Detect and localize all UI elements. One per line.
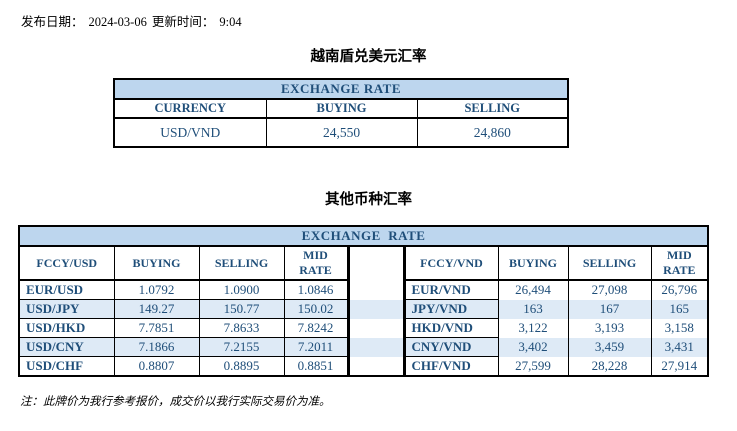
pair-cell: CNY/VND xyxy=(403,337,499,357)
col-header-fccy-usd: FCCY/USD xyxy=(18,245,115,281)
buying-cell: 24,550 xyxy=(265,117,418,148)
selling-cell: 24,860 xyxy=(416,117,569,148)
update-time-value: 9:04 xyxy=(219,15,242,29)
buying-cell: 7.1866 xyxy=(113,337,200,357)
selling-cell: 150.77 xyxy=(198,299,285,319)
col-header-selling: SELLING xyxy=(416,98,569,119)
pair-cell: USD/CHF xyxy=(18,356,115,377)
disclaimer-note: 注：此牌价为我行参考报价，成交价以我行实际交易价为准。 xyxy=(20,396,331,408)
mid-rate-cell: 27,914 xyxy=(650,356,709,376)
gap-cell xyxy=(346,356,406,376)
mid-rate-cell: 0.8851 xyxy=(283,356,350,377)
pair-cell: CHF/VND xyxy=(403,356,499,377)
exchange-rate-header: EXCHANGE RATE xyxy=(113,78,569,100)
buying-cell: 27,599 xyxy=(497,356,569,376)
selling-cell: 7.8633 xyxy=(198,318,285,338)
col-header-buying-vnd: BUYING xyxy=(497,245,569,281)
pair-cell: EUR/USD xyxy=(18,279,115,300)
selling-cell: 7.2155 xyxy=(198,337,285,357)
publish-info: 发布日期： 2024-03-06 更新时间： 9:04 xyxy=(21,11,242,30)
pair-cell: USD/JPY xyxy=(18,299,115,319)
buying-cell: 1.0792 xyxy=(113,279,200,300)
buying-cell: 3,122 xyxy=(497,318,569,338)
mid-rate-cell: 165 xyxy=(650,299,709,319)
currency-cell: USD/VND xyxy=(113,117,267,148)
mid-rate-cell: 26,796 xyxy=(650,280,709,300)
table-row: USD/HKD 7.7851 7.8633 7.8242 HKD/VND 3,1… xyxy=(18,318,709,338)
selling-cell: 1.0900 xyxy=(198,279,285,300)
pair-cell: EUR/VND xyxy=(403,279,499,300)
other-currency-table-title: 其他币种汇率 xyxy=(325,192,412,208)
gap-cell xyxy=(346,280,406,300)
mid-rate-cell: 3,158 xyxy=(650,318,709,338)
col-header-midrate-vnd: MID RATE xyxy=(650,245,709,281)
pair-cell: USD/CNY xyxy=(18,337,115,357)
update-time-label: 更新时间： xyxy=(151,15,215,29)
gap-cell xyxy=(346,246,406,280)
col-header-selling-vnd: SELLING xyxy=(567,245,652,281)
publish-date-value: 2024-03-06 xyxy=(88,15,147,29)
table-row: EUR/USD 1.0792 1.0900 1.0846 EUR/VND 26,… xyxy=(18,279,709,300)
publish-date-label: 发布日期： xyxy=(21,15,84,29)
table-header-row: EXCHANGE RATE xyxy=(113,78,569,100)
buying-cell: 149.27 xyxy=(113,299,200,319)
selling-cell: 167 xyxy=(567,299,652,319)
col-header-currency: CURRENCY xyxy=(113,98,267,119)
gap-cell xyxy=(346,337,406,357)
table-header-row: EXCHANGE RATE xyxy=(18,225,709,247)
usd-vnd-rate-table: EXCHANGE RATE CURRENCY BUYING SELLING US… xyxy=(113,78,569,148)
gap-cell xyxy=(346,299,406,319)
col-header-fccy-vnd: FCCY/VND xyxy=(403,245,499,281)
buying-cell: 3,402 xyxy=(497,337,569,357)
buying-cell: 26,494 xyxy=(497,280,569,300)
pair-cell: JPY/VND xyxy=(403,299,499,319)
selling-cell: 3,459 xyxy=(567,337,652,357)
table-row: USD/CHF 0.8807 0.8895 0.8851 CHF/VND 27,… xyxy=(18,356,709,377)
exchange-rate-header: EXCHANGE RATE xyxy=(18,225,709,247)
usd-vnd-table-title: 越南盾兑美元汇率 xyxy=(310,49,427,65)
table-row: USD/JPY 149.27 150.77 150.02 JPY/VND 163… xyxy=(18,299,709,319)
col-header-selling-usd: SELLING xyxy=(198,245,285,281)
column-header-row: CURRENCY BUYING SELLING xyxy=(113,98,569,119)
col-header-buying-usd: BUYING xyxy=(113,245,200,281)
col-header-buying: BUYING xyxy=(265,98,418,119)
buying-cell: 0.8807 xyxy=(113,356,200,377)
pair-cell: HKD/VND xyxy=(403,318,499,338)
mid-rate-cell: 150.02 xyxy=(283,299,350,319)
selling-cell: 27,098 xyxy=(567,280,652,300)
buying-cell: 163 xyxy=(497,299,569,319)
selling-cell: 0.8895 xyxy=(198,356,285,377)
col-header-midrate-usd: MID RATE xyxy=(283,245,349,281)
mid-rate-cell: 3,431 xyxy=(650,337,709,357)
pair-cell: USD/HKD xyxy=(18,318,115,338)
column-header-row: FCCY/USD BUYING SELLING MID RATE FCCY/VN… xyxy=(18,245,709,281)
table-row: USD/CNY 7.1866 7.2155 7.2011 CNY/VND 3,4… xyxy=(18,337,709,357)
gap-cell xyxy=(346,318,406,338)
mid-rate-cell: 7.8242 xyxy=(283,318,350,338)
other-currency-rate-table: EXCHANGE RATE FCCY/USD BUYING SELLING MI… xyxy=(18,225,710,377)
buying-cell: 7.7851 xyxy=(113,318,200,338)
table-row: USD/VND 24,550 24,860 xyxy=(113,117,569,148)
selling-cell: 28,228 xyxy=(567,356,652,376)
mid-rate-cell: 1.0846 xyxy=(283,279,350,300)
mid-rate-cell: 7.2011 xyxy=(283,337,350,357)
selling-cell: 3,193 xyxy=(567,318,652,338)
